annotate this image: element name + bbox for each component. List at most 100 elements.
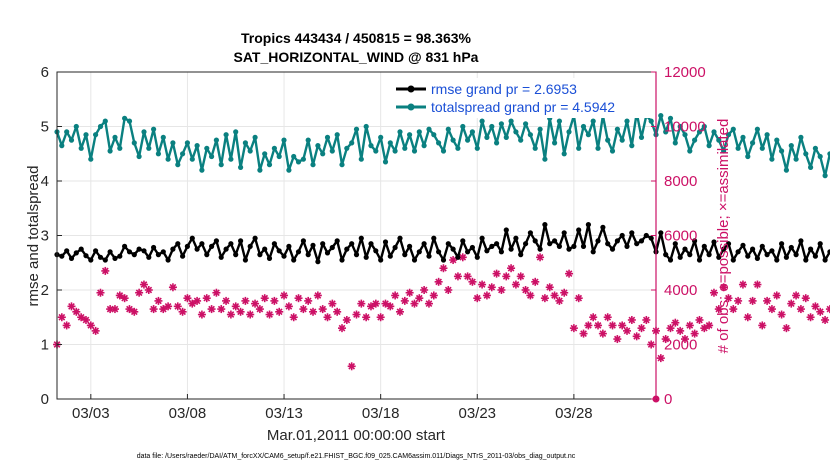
obs-star-stroke (266, 311, 273, 318)
obs-star-stroke (575, 294, 583, 302)
obs-point (342, 315, 351, 324)
obs-point (62, 321, 71, 330)
obs-star-stroke (411, 300, 418, 307)
rmse-point (300, 238, 306, 244)
obs-star-stroke (773, 292, 781, 299)
obs-star-stroke (710, 289, 718, 297)
obs-star-stroke (821, 316, 829, 324)
rmse-point (523, 241, 529, 247)
totalspread-point (812, 145, 819, 151)
obs-star-stroke (609, 322, 616, 329)
obs-point (487, 283, 496, 292)
obs-star-stroke (357, 300, 365, 307)
totalspread-point (672, 140, 678, 146)
obs-point (207, 305, 216, 314)
rmse-point (759, 243, 765, 249)
totalspread-point (131, 140, 137, 146)
totalspread-point (141, 129, 147, 135)
rmse-point (460, 238, 466, 244)
rmse-point (552, 238, 558, 244)
y-tick-label: 6 (41, 64, 49, 81)
totalspread-point (561, 151, 567, 157)
obs-point (637, 324, 646, 333)
totalspread-point (315, 143, 321, 149)
rmse-point (585, 222, 592, 228)
rmse-point (373, 248, 379, 254)
obs-star-stroke (72, 308, 80, 316)
totalspread-point (663, 129, 669, 135)
obs-point (352, 310, 361, 319)
obs-star-stroke (87, 322, 95, 329)
rmse-point (257, 252, 263, 258)
rmse-point (126, 249, 133, 255)
rmse-point (808, 246, 814, 252)
rmse-point (324, 250, 331, 256)
y2-tick-label: 4000 (664, 282, 697, 299)
obs-star-stroke (227, 311, 235, 318)
obs-point (758, 321, 767, 330)
rmse-point (638, 238, 645, 244)
rmse-point (223, 246, 229, 252)
obs-star-stroke (671, 319, 679, 327)
x-tick-label: 03/03 (72, 405, 110, 422)
obs-star-stroke (213, 289, 220, 297)
obs-star-stroke (193, 297, 201, 305)
obs-point (666, 324, 675, 333)
obs-star-stroke (430, 292, 438, 299)
obs-point (347, 362, 356, 371)
legend-box (392, 78, 650, 118)
totalspread-point (725, 132, 732, 138)
obs-star-stroke (406, 289, 414, 297)
obs-point (381, 299, 390, 308)
x-tick-label: 03/28 (555, 405, 593, 422)
totalspread-point (402, 145, 408, 151)
rmse-point (368, 241, 374, 247)
y2-tick-label: 6000 (664, 228, 697, 245)
obs-star-stroke (618, 322, 626, 329)
totalspread-point (411, 148, 418, 154)
obs-star-stroke (541, 294, 549, 302)
totalspread-point (827, 151, 830, 157)
obs-point (386, 302, 395, 311)
totalspread-point (112, 134, 118, 140)
obs-point (671, 318, 680, 327)
totalspread-point (706, 143, 712, 149)
rmse-point (378, 257, 384, 263)
rmse-point (97, 254, 104, 260)
obs-star-stroke (164, 302, 172, 310)
obs-star-stroke (353, 311, 360, 318)
rmse-point (740, 242, 746, 248)
obs-star-stroke (299, 305, 307, 313)
totalspread-point (667, 115, 674, 121)
obs-point (149, 305, 158, 314)
totalspread-point (228, 156, 234, 162)
obs-star-stroke (135, 289, 143, 297)
obs-point (540, 294, 549, 303)
obs-star-stroke (812, 302, 819, 310)
obs-star-stroke (488, 283, 496, 291)
rmse-point (247, 243, 253, 249)
x-tick-label: 03/23 (458, 405, 496, 422)
obs-star-stroke (676, 327, 684, 335)
totalspread-point (320, 151, 326, 157)
obs-star-stroke (551, 292, 558, 299)
obs-star-stroke (155, 297, 162, 305)
rmse-point (745, 253, 751, 259)
totalspread-point (788, 143, 794, 149)
obs-star-stroke (758, 322, 766, 329)
obs-point (825, 305, 830, 314)
rmse-point (614, 238, 621, 244)
obs-point (420, 286, 429, 294)
totalspread-point (696, 129, 703, 135)
rmse-point (764, 252, 770, 258)
obs-star-stroke (498, 286, 505, 294)
rmse-point (469, 244, 475, 251)
rmse-point (363, 254, 369, 260)
obs-point (429, 291, 438, 300)
totalspread-point (648, 118, 654, 124)
obs-star-stroke (382, 300, 389, 307)
obs-point (589, 313, 598, 322)
totalspread-point (692, 137, 698, 143)
totalspread-point (358, 156, 364, 162)
obs-point (130, 307, 139, 316)
